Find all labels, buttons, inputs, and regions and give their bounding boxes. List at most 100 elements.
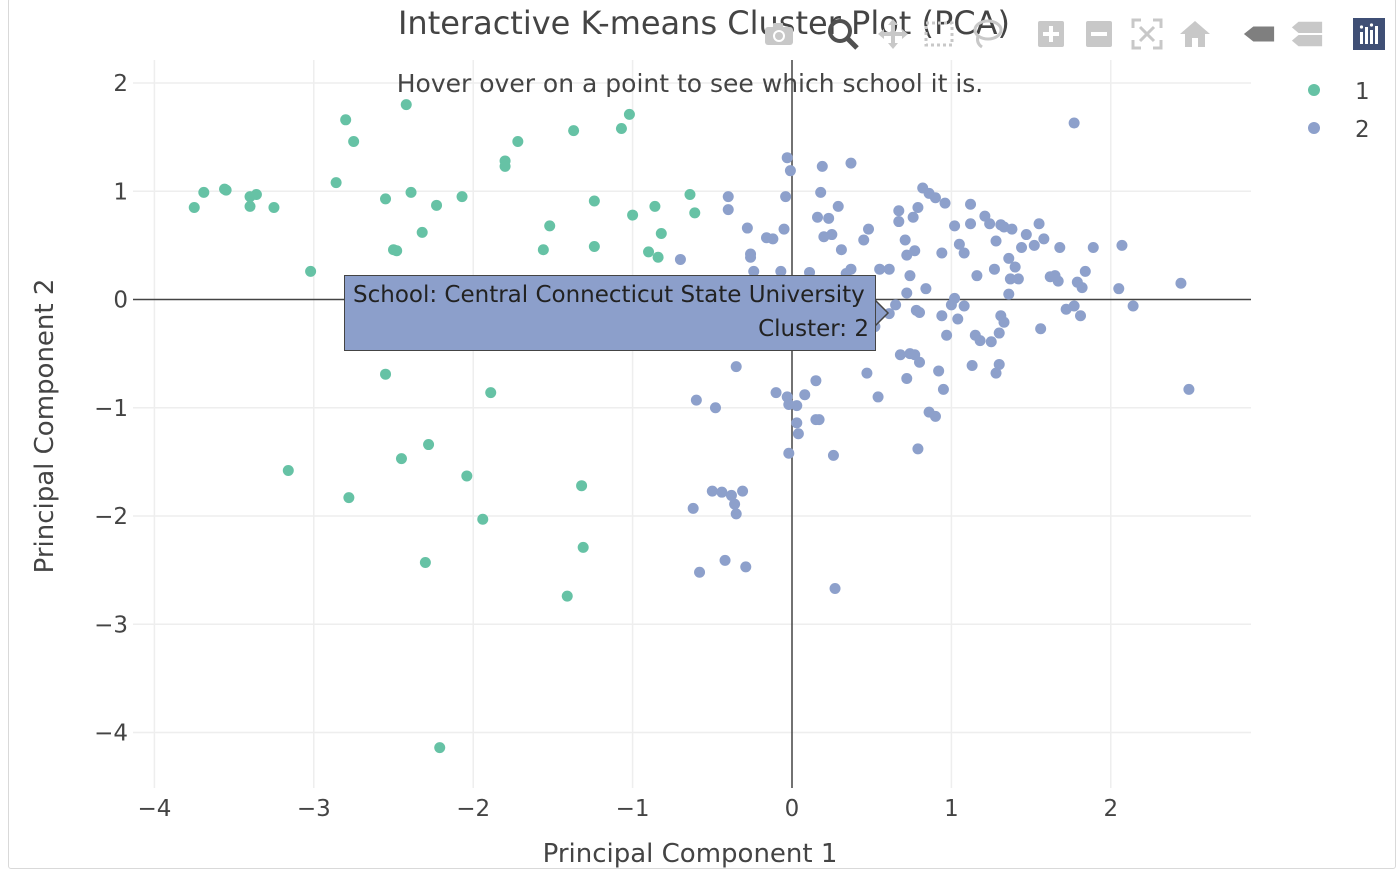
data-point[interactable] (380, 193, 392, 205)
data-point[interactable] (722, 191, 734, 203)
lasso-icon[interactable] (970, 14, 1004, 54)
data-point[interactable] (250, 188, 262, 200)
data-point[interactable] (1183, 383, 1195, 395)
data-point[interactable] (627, 209, 639, 221)
data-point[interactable] (816, 160, 828, 172)
data-point[interactable] (456, 191, 468, 203)
camera-icon[interactable] (762, 14, 796, 54)
plotly-logo-icon[interactable] (1352, 14, 1386, 54)
data-point[interactable] (1113, 283, 1125, 295)
data-point[interactable] (649, 200, 661, 212)
data-point[interactable] (812, 211, 824, 223)
data-point[interactable] (890, 299, 902, 311)
data-point[interactable] (1079, 265, 1091, 277)
data-point[interactable] (985, 336, 997, 348)
data-point[interactable] (674, 253, 686, 265)
data-point[interactable] (1020, 229, 1032, 241)
data-point[interactable] (1038, 233, 1050, 245)
data-point[interactable] (780, 191, 792, 203)
spike-lines-icon[interactable] (1242, 14, 1276, 54)
data-point[interactable] (1127, 300, 1139, 312)
data-point[interactable] (914, 356, 926, 368)
data-point[interactable] (993, 358, 1005, 370)
data-point[interactable] (901, 287, 913, 299)
autoscale-icon[interactable] (1130, 14, 1164, 54)
data-point[interactable] (1116, 239, 1128, 251)
zoom-out-icon[interactable] (1082, 14, 1116, 54)
data-point[interactable] (716, 486, 728, 498)
data-point[interactable] (220, 184, 232, 196)
data-point[interactable] (845, 157, 857, 169)
data-point[interactable] (729, 498, 741, 510)
data-point[interactable] (813, 414, 825, 426)
data-point[interactable] (730, 361, 742, 373)
data-point[interactable] (690, 394, 702, 406)
data-point[interactable] (858, 234, 870, 246)
legend-item[interactable]: 1 (1308, 79, 1370, 105)
data-point[interactable] (419, 557, 431, 569)
data-point[interactable] (936, 310, 948, 322)
data-point[interactable] (990, 367, 1002, 379)
data-point[interactable] (1006, 223, 1018, 235)
data-point[interactable] (709, 402, 721, 414)
data-point[interactable] (775, 265, 787, 277)
data-point[interactable] (477, 513, 489, 525)
data-point[interactable] (745, 251, 757, 263)
data-point[interactable] (395, 453, 407, 465)
data-point[interactable] (835, 244, 847, 256)
data-point[interactable] (829, 583, 841, 595)
data-point[interactable] (823, 212, 835, 224)
data-point[interactable] (416, 226, 428, 238)
reset-axes-icon[interactable] (1178, 14, 1212, 54)
data-point[interactable] (874, 263, 886, 275)
data-point[interactable] (405, 186, 417, 198)
data-point[interactable] (577, 541, 589, 553)
data-point[interactable] (1175, 277, 1187, 289)
data-point[interactable] (912, 443, 924, 455)
data-point[interactable] (722, 204, 734, 216)
data-point[interactable] (434, 742, 446, 754)
data-point[interactable] (431, 199, 443, 211)
legend[interactable]: 12 (1308, 79, 1370, 143)
data-point[interactable] (974, 335, 986, 347)
data-point[interactable] (894, 349, 906, 361)
data-point[interactable] (706, 485, 718, 497)
data-point[interactable] (781, 152, 793, 164)
data-point[interactable] (348, 135, 360, 147)
data-point[interactable] (305, 265, 317, 277)
data-point[interactable] (958, 247, 970, 259)
data-point[interactable] (380, 368, 392, 380)
box-select-icon[interactable] (922, 14, 956, 54)
data-point[interactable] (1003, 288, 1015, 300)
zoom-icon[interactable] (826, 14, 860, 54)
data-point[interactable] (949, 292, 961, 304)
data-point[interactable] (1052, 275, 1064, 287)
data-point[interactable] (282, 465, 294, 477)
data-point[interactable] (188, 201, 200, 213)
data-point[interactable] (1068, 300, 1080, 312)
data-point[interactable] (988, 263, 1000, 275)
data-point[interactable] (499, 160, 511, 172)
data-point[interactable] (343, 492, 355, 504)
data-point[interactable] (461, 470, 473, 482)
data-point[interactable] (730, 508, 742, 520)
data-point[interactable] (694, 566, 706, 578)
data-point[interactable] (949, 220, 961, 232)
data-point[interactable] (1076, 282, 1088, 294)
data-point[interactable] (737, 485, 749, 497)
data-point[interactable] (485, 387, 497, 399)
data-point[interactable] (689, 207, 701, 219)
data-point[interactable] (929, 192, 941, 204)
pan-icon[interactable] (876, 14, 910, 54)
data-point[interactable] (893, 216, 905, 228)
data-point[interactable] (1068, 117, 1080, 129)
data-point[interactable] (784, 165, 796, 177)
data-point[interactable] (1012, 273, 1024, 285)
data-point[interactable] (791, 400, 803, 412)
data-point[interactable] (391, 245, 403, 257)
data-point[interactable] (952, 313, 964, 325)
data-points[interactable] (188, 99, 1195, 754)
data-point[interactable] (815, 186, 827, 198)
data-point[interactable] (1016, 242, 1028, 254)
data-point[interactable] (791, 417, 803, 429)
